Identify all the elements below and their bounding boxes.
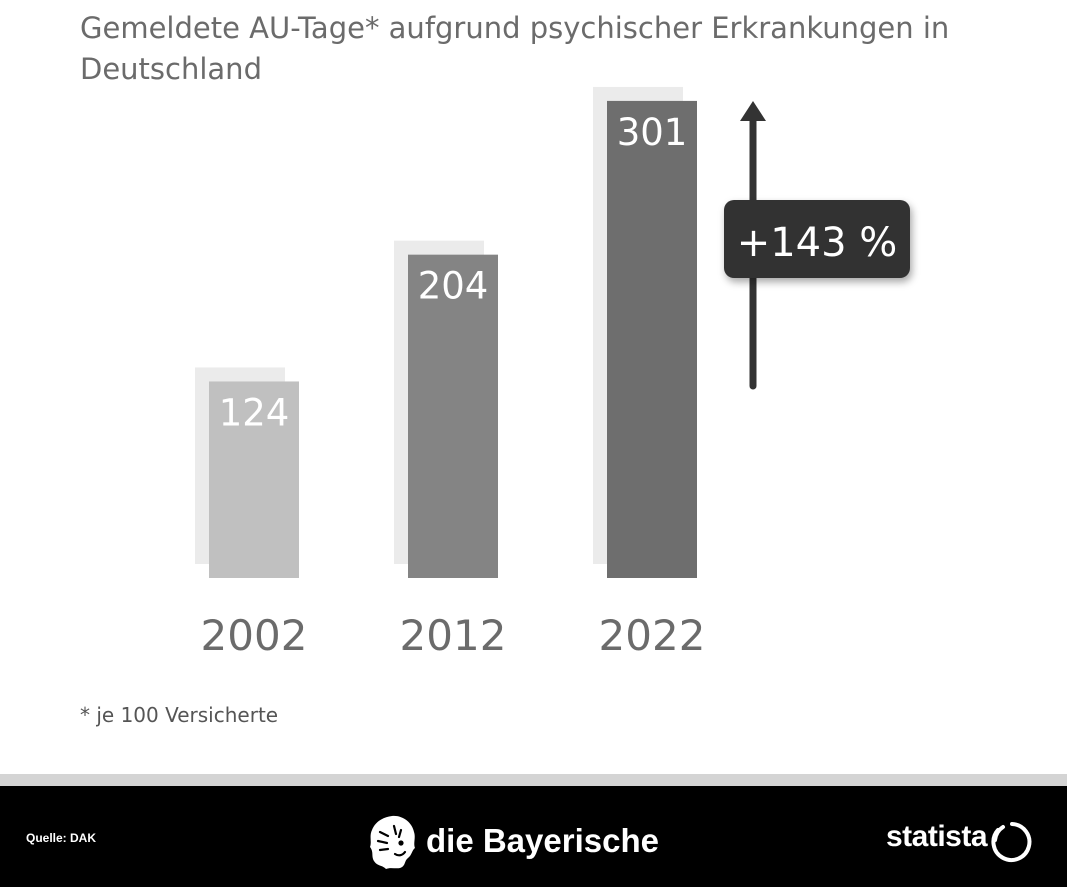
footnote: * je 100 Versicherte: [80, 703, 279, 727]
brand-name: die Bayerische: [426, 822, 659, 859]
lion-head-icon: [370, 815, 415, 869]
bar-value-label-2002: 124: [219, 391, 290, 434]
statista-circle-icon: [991, 822, 1032, 862]
growth-badge: [724, 200, 910, 278]
bar-2022: [607, 100, 697, 578]
x-tick-label-2002: 2002: [201, 611, 308, 660]
x-tick-label-2012: 2012: [400, 611, 507, 660]
x-tick-label-2022: 2022: [599, 611, 706, 660]
source-label: Quelle: DAK: [26, 831, 97, 845]
bar-2002: [209, 381, 299, 578]
footer-divider: [0, 774, 1067, 786]
chart-area: 124 2002 204 2012 301 2022 +143 %: [195, 86, 910, 660]
growth-arrow-head: [740, 101, 766, 121]
statista-logo-text: statista: [886, 820, 988, 853]
bar-value-label-2022: 301: [617, 111, 688, 154]
chart-title: Gemeldete AU-Tage* aufgrund psychischer …: [80, 11, 950, 86]
growth-badge-label: +143 %: [737, 220, 898, 266]
bar-value-label-2012: 204: [418, 265, 489, 308]
bar-2012: [408, 254, 498, 578]
footer: Quelle: DAK die Bayerische statista: [0, 786, 1067, 887]
